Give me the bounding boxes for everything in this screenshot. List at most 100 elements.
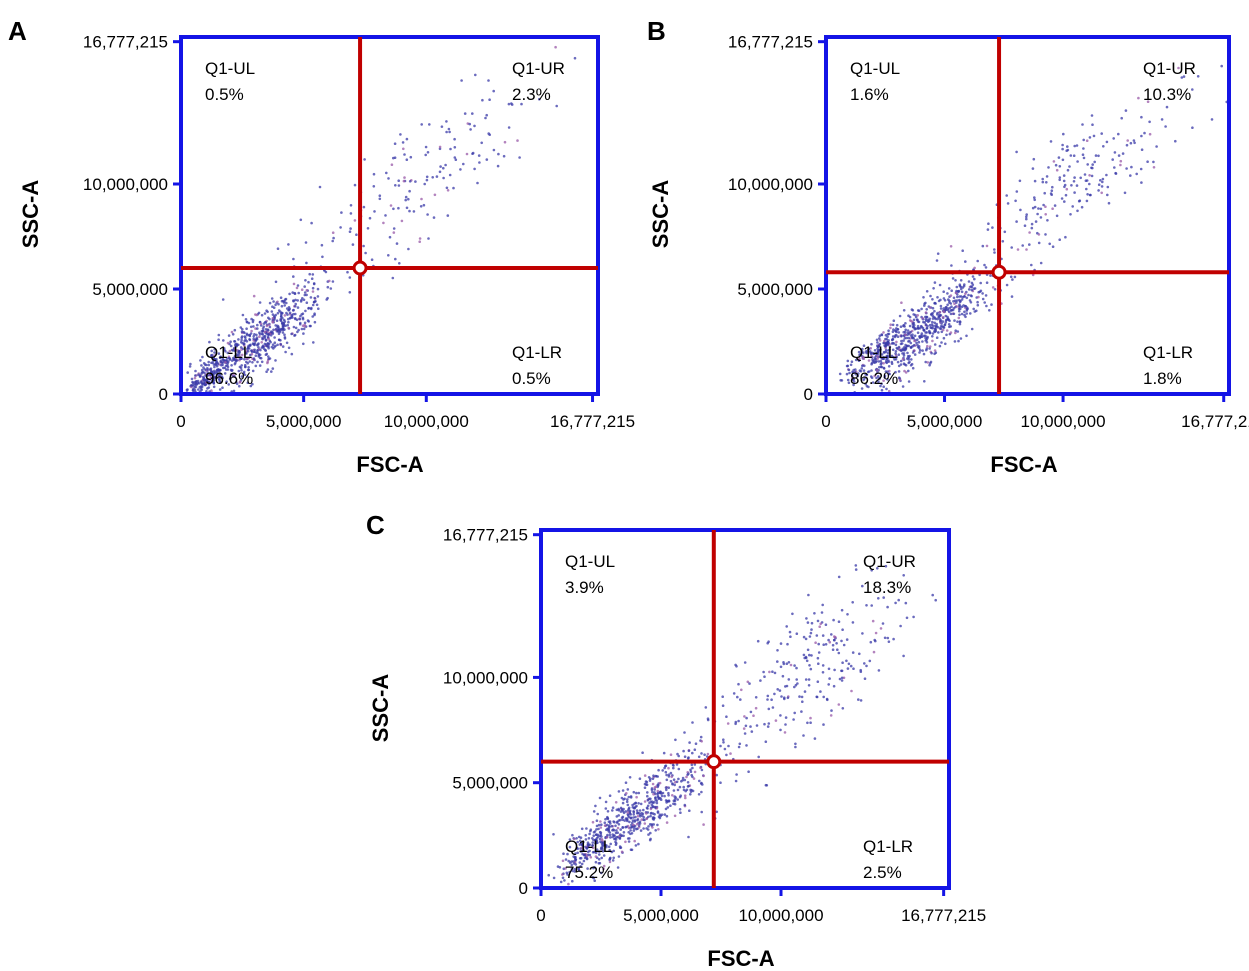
event-dot (629, 795, 633, 798)
event-dot (420, 123, 424, 126)
event-dot (896, 360, 900, 364)
event-dot (906, 329, 910, 332)
event-dot (863, 662, 866, 665)
event-dot (942, 290, 945, 294)
event-dot (596, 812, 599, 816)
y-tick-label: 10,000,000 (443, 668, 528, 687)
event-dot (976, 259, 979, 263)
event-dot (1146, 100, 1150, 103)
event-dot (272, 328, 275, 332)
event-dot (912, 318, 916, 322)
event-dot (839, 379, 842, 382)
event-dot (606, 816, 609, 820)
event-dot (577, 866, 580, 870)
event-dot (388, 235, 392, 239)
event-dot (253, 350, 256, 354)
event-dot (956, 295, 959, 299)
event-dot (1044, 213, 1047, 216)
event-dot (936, 296, 939, 299)
event-dot (953, 340, 957, 343)
event-dot (904, 348, 907, 352)
event-dot (802, 635, 806, 639)
event-dot (372, 185, 376, 188)
event-dot (245, 352, 248, 355)
event-dot (901, 385, 905, 388)
event-dot (887, 365, 891, 368)
event-dot (1055, 214, 1059, 218)
event-dot (1125, 143, 1129, 147)
event-dot (485, 113, 489, 117)
event-dot (1055, 168, 1059, 172)
event-dot (471, 112, 474, 115)
event-dot (452, 186, 455, 190)
event-dot (1018, 179, 1022, 183)
event-dot (659, 790, 662, 794)
quadrant-percent-q1-ul: 0.5% (205, 85, 244, 104)
event-dot (604, 817, 607, 821)
event-dot (268, 323, 271, 327)
event-dot (370, 258, 374, 262)
event-dot (283, 320, 287, 323)
event-dot (203, 368, 206, 371)
event-dot (715, 773, 718, 777)
event-dot (573, 837, 576, 841)
event-dot (1117, 154, 1121, 157)
event-dot (292, 325, 296, 329)
event-dot (277, 302, 280, 306)
event-dot (555, 104, 558, 108)
event-dot (924, 331, 927, 334)
event-dot (742, 727, 746, 730)
event-dot (1090, 114, 1094, 117)
event-dot (424, 145, 428, 149)
event-dot (830, 633, 833, 636)
event-dot (426, 213, 429, 216)
event-dot (260, 346, 264, 349)
event-dot (881, 622, 885, 625)
event-dot (907, 344, 911, 348)
event-dot (865, 384, 869, 388)
event-dot (642, 808, 645, 812)
x-tick-label: 16,777,215 (1181, 412, 1249, 431)
event-dot (921, 317, 924, 320)
event-dot (808, 635, 812, 638)
event-dot (592, 834, 595, 837)
event-dot (889, 323, 892, 327)
event-dot (1036, 212, 1039, 216)
event-dot (568, 845, 572, 849)
event-dot (594, 860, 598, 864)
event-dot (800, 695, 804, 699)
event-dot (721, 704, 725, 707)
event-dot (924, 334, 927, 338)
event-dot (611, 859, 615, 862)
event-dot (238, 381, 242, 384)
event-dot (186, 388, 189, 391)
event-dot (247, 368, 251, 372)
event-dot (871, 619, 875, 623)
event-dot (938, 314, 942, 318)
event-dot (979, 281, 982, 285)
y-axis-title: SSC-A (648, 180, 673, 249)
event-dot (598, 830, 602, 834)
event-dot (948, 325, 951, 329)
event-dot (1036, 231, 1039, 235)
event-dot (1025, 217, 1028, 221)
event-dot (859, 668, 862, 672)
event-dot (1063, 200, 1066, 203)
event-dot (923, 380, 926, 383)
event-dot (567, 859, 570, 863)
event-dot (793, 711, 796, 715)
event-dot (213, 354, 216, 357)
event-dot (198, 375, 202, 378)
event-dot (309, 296, 313, 299)
event-dot (656, 783, 659, 787)
event-dot (970, 327, 974, 331)
event-dot (743, 732, 747, 735)
event-dot (1099, 179, 1102, 182)
event-dot (564, 858, 568, 861)
event-dot (621, 818, 624, 822)
event-dot (766, 641, 769, 645)
event-dot (795, 678, 798, 681)
event-dot (442, 176, 445, 180)
event-dot (1085, 179, 1089, 182)
event-dot (235, 382, 239, 386)
